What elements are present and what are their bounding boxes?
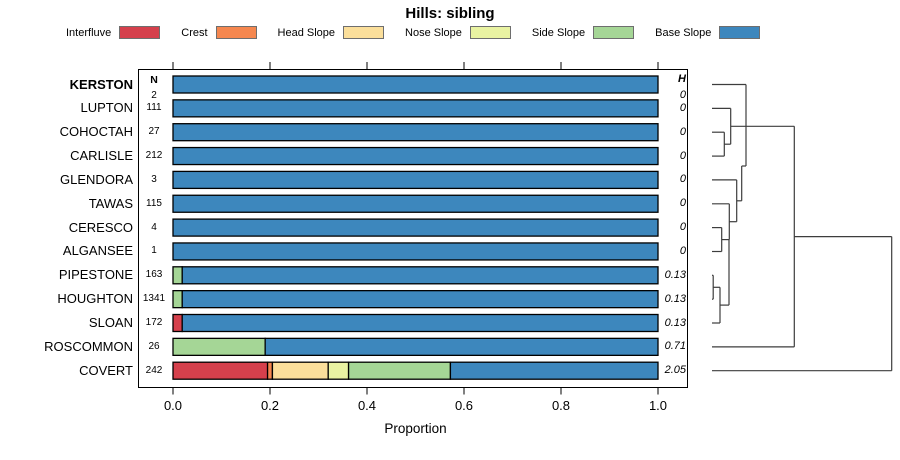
bar-segment-base-slope xyxy=(181,313,659,333)
bar-segment-interfluve xyxy=(172,361,269,380)
bar-segment-base-slope xyxy=(172,218,659,237)
legend-swatch xyxy=(719,26,761,39)
n-value: 111 xyxy=(146,102,162,114)
bar-segment-base-slope xyxy=(172,75,659,94)
h-value: 2.05 xyxy=(664,364,686,377)
legend-item: Base Slope xyxy=(655,26,761,39)
bar-segment-base-slope xyxy=(172,194,659,213)
bar-segment-base-slope xyxy=(172,123,659,142)
bar-segment-side-slope xyxy=(172,337,266,357)
n-value: 212 xyxy=(145,150,163,162)
legend-swatch xyxy=(469,26,511,39)
n-value: 2 xyxy=(151,89,157,101)
legend-item: Side Slope xyxy=(531,26,635,39)
x-tick-label: 1.0 xyxy=(648,398,668,413)
legend-label: Side Slope xyxy=(531,26,586,39)
h-value: 0 xyxy=(679,88,686,101)
bar-segment-base-slope xyxy=(172,170,659,190)
n-value: 115 xyxy=(146,197,162,209)
row-label-roscommon: ROSCOMMON xyxy=(44,338,133,354)
x-tick-label: 0.8 xyxy=(551,398,571,413)
n-column-header: N xyxy=(150,73,158,86)
legend-item: Head Slope xyxy=(278,26,385,39)
bar-segment-side-slope xyxy=(172,266,183,285)
bar-segment-base-slope xyxy=(181,289,659,309)
row-label-lupton: LUPTON xyxy=(80,100,134,116)
n-value: 3 xyxy=(151,173,157,185)
h-value: 0 xyxy=(679,244,686,257)
h-value: 0.13 xyxy=(664,268,686,281)
bar-segment-side-slope xyxy=(347,361,452,380)
h-value: 0 xyxy=(679,101,686,114)
bar-segment-side-slope xyxy=(172,289,183,309)
chart-title: Hills: sibling xyxy=(405,5,495,22)
bar-segment-base-slope xyxy=(449,361,659,380)
row-label-algansee: ALGANSEE xyxy=(62,243,133,259)
n-value: 242 xyxy=(145,364,163,376)
x-tick-label: 0.0 xyxy=(163,398,183,413)
legend-swatch xyxy=(593,26,635,39)
n-value: 1341 xyxy=(142,293,166,305)
n-value: 163 xyxy=(145,269,163,281)
x-tick-label: 0.6 xyxy=(454,398,474,413)
legend-swatch xyxy=(119,26,161,39)
legend-label: Crest xyxy=(181,26,208,39)
row-label-carlisle: CARLISLE xyxy=(70,148,133,164)
legend-label: Base Slope xyxy=(655,26,712,39)
row-label-glendora: GLENDORA xyxy=(60,171,133,187)
bar-segment-base-slope xyxy=(172,242,659,261)
legend-swatch xyxy=(215,26,257,39)
plot-box xyxy=(138,69,688,388)
row-label-ceresco: CERESCO xyxy=(68,219,133,235)
h-value: 0.71 xyxy=(664,340,686,353)
h-value: 0 xyxy=(679,149,686,162)
h-value: 0 xyxy=(679,173,686,186)
legend-item: Interfluve xyxy=(66,26,161,39)
bar-segment-base-slope xyxy=(181,266,659,285)
legend-swatch xyxy=(343,26,385,39)
row-label-sloan: SLOAN xyxy=(88,315,133,330)
legend-item: Nose Slope xyxy=(405,26,511,39)
h-value: 0.13 xyxy=(664,316,686,329)
legend-label: Interfluve xyxy=(66,26,112,39)
bar-segment-nose-slope xyxy=(327,361,350,380)
legend-label: Nose Slope xyxy=(405,26,462,39)
bar-segment-base-slope xyxy=(172,99,659,118)
bar-segment-head-slope xyxy=(271,361,329,380)
n-value: 4 xyxy=(151,221,157,233)
legend-item: Crest xyxy=(181,26,257,39)
row-label-covert: COVERT xyxy=(79,362,133,378)
row-label-kerston: KERSTON xyxy=(69,76,133,92)
bar-segment-base-slope xyxy=(172,146,659,166)
x-tick-label: 0.4 xyxy=(357,398,377,413)
h-column-header: H xyxy=(678,72,686,85)
bar-segment-base-slope xyxy=(264,337,659,357)
h-value: 0 xyxy=(679,125,686,138)
row-label-pipestone: PIPESTONE xyxy=(58,267,133,283)
row-label-tawas: TAWAS xyxy=(88,195,133,211)
bar-segment-crest xyxy=(266,361,274,380)
legend: Interfluve Crest Head Slope Nose Slope Side … xyxy=(66,26,761,39)
h-value: 0 xyxy=(679,221,686,234)
n-value: 27 xyxy=(148,126,160,138)
n-value: 26 xyxy=(148,340,160,352)
row-label-cohoctah: COHOCTAH xyxy=(59,124,133,140)
bar-segment-interfluve xyxy=(172,313,183,333)
h-value: 0 xyxy=(679,197,686,210)
n-value: 172 xyxy=(145,317,163,328)
row-label-houghton: HOUGHTON xyxy=(57,291,133,307)
x-axis-title: Proportion xyxy=(384,421,447,436)
legend-label: Head Slope xyxy=(277,26,336,39)
x-tick-label: 0.2 xyxy=(260,398,280,413)
n-value: 1 xyxy=(151,245,157,257)
h-value: 0.13 xyxy=(664,292,686,305)
